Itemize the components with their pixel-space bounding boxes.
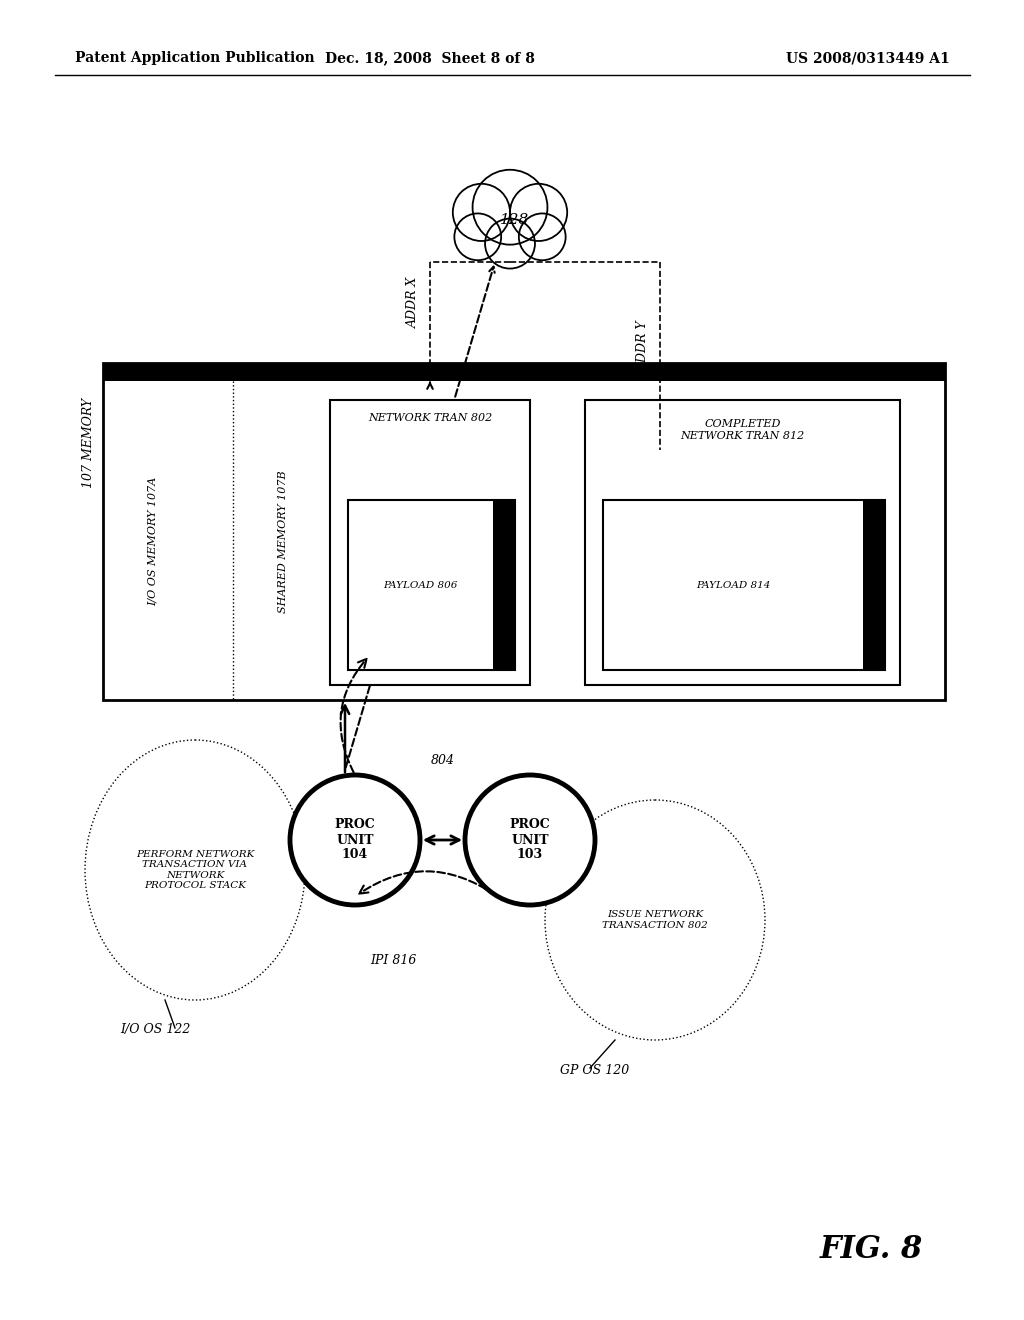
Text: SHARED MEMORY 107B: SHARED MEMORY 107B xyxy=(278,470,288,612)
Bar xyxy=(348,500,515,671)
Text: NETWORK TRAN 802: NETWORK TRAN 802 xyxy=(368,413,493,422)
Circle shape xyxy=(455,214,501,260)
Bar xyxy=(330,400,530,685)
Text: PERFORM NETWORK
TRANSACTION VIA
NETWORK
PROTOCOL STACK: PERFORM NETWORK TRANSACTION VIA NETWORK … xyxy=(136,850,254,890)
Text: ADDR X: ADDR X xyxy=(407,277,420,329)
Bar xyxy=(603,500,885,671)
Text: ISSUE NETWORK
TRANSACTION 802: ISSUE NETWORK TRANSACTION 802 xyxy=(602,911,708,929)
Text: ADDR Y: ADDR Y xyxy=(637,321,650,371)
FancyArrowPatch shape xyxy=(359,871,496,895)
Text: FIG. 8: FIG. 8 xyxy=(820,1234,924,1266)
Bar xyxy=(103,363,945,381)
Text: PROC
UNIT
104: PROC UNIT 104 xyxy=(335,818,376,862)
Text: Dec. 18, 2008  Sheet 8 of 8: Dec. 18, 2008 Sheet 8 of 8 xyxy=(325,51,535,65)
Circle shape xyxy=(290,775,420,906)
Text: 107 MEMORY: 107 MEMORY xyxy=(82,399,95,488)
Bar xyxy=(493,500,515,671)
Bar xyxy=(863,500,885,671)
Text: Patent Application Publication: Patent Application Publication xyxy=(75,51,314,65)
Circle shape xyxy=(510,183,567,242)
Text: I/O OS 122: I/O OS 122 xyxy=(120,1023,190,1036)
Text: I/O OS MEMORY 107A: I/O OS MEMORY 107A xyxy=(148,477,158,606)
Bar xyxy=(103,363,945,700)
Text: PAYLOAD 806: PAYLOAD 806 xyxy=(383,581,458,590)
Text: GP OS 120: GP OS 120 xyxy=(560,1064,630,1077)
Text: IPI 816: IPI 816 xyxy=(370,953,417,966)
Text: US 2008/0313449 A1: US 2008/0313449 A1 xyxy=(786,51,950,65)
Bar xyxy=(585,400,900,685)
Circle shape xyxy=(472,170,548,244)
Text: PROC
UNIT
103: PROC UNIT 103 xyxy=(510,818,550,862)
Circle shape xyxy=(465,775,595,906)
Circle shape xyxy=(453,183,510,242)
Text: 804: 804 xyxy=(430,754,455,767)
Text: 128: 128 xyxy=(501,213,529,227)
Text: COMPLETED
NETWORK TRAN 812: COMPLETED NETWORK TRAN 812 xyxy=(680,420,805,441)
FancyArrowPatch shape xyxy=(341,659,367,772)
Text: PAYLOAD 814: PAYLOAD 814 xyxy=(696,581,770,590)
Circle shape xyxy=(519,214,565,260)
Circle shape xyxy=(485,219,535,268)
